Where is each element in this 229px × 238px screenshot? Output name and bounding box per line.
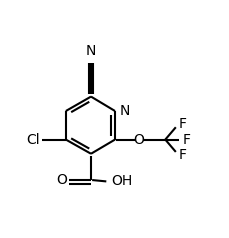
- Text: Cl: Cl: [26, 133, 40, 147]
- Text: F: F: [178, 148, 186, 162]
- Text: N: N: [120, 104, 130, 118]
- Text: F: F: [182, 133, 190, 147]
- Text: F: F: [178, 117, 186, 131]
- Text: N: N: [85, 45, 96, 58]
- Text: O: O: [56, 173, 67, 187]
- Text: OH: OH: [110, 174, 132, 188]
- Text: O: O: [133, 133, 144, 147]
